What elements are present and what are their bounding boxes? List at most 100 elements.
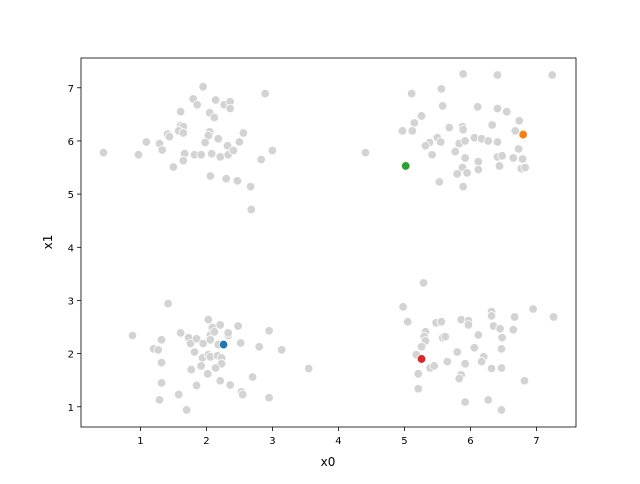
- data-point: [276, 345, 287, 355]
- data-point: [254, 342, 264, 352]
- data-point: [469, 343, 480, 353]
- data-point: [221, 173, 231, 184]
- data-point: [398, 302, 408, 312]
- data-point: [198, 82, 208, 92]
- data-point: [238, 128, 249, 138]
- data-point: [436, 84, 447, 94]
- data-point: [192, 100, 202, 110]
- data-point: [156, 357, 167, 368]
- data-point: [203, 314, 214, 325]
- data-point: [213, 134, 223, 144]
- data-point: [127, 330, 138, 341]
- data-point: [458, 181, 468, 192]
- data-point: [245, 181, 256, 192]
- data-point: [483, 136, 493, 146]
- y-tick-label: 5: [68, 190, 74, 201]
- data-point: [437, 101, 448, 111]
- data-point: [473, 156, 484, 167]
- data-point: [225, 380, 235, 390]
- data-point: [153, 345, 163, 355]
- data-point: [407, 126, 418, 136]
- data-point: [98, 147, 109, 158]
- data-point: [454, 373, 464, 384]
- data-point: [156, 378, 167, 388]
- data-point: [210, 95, 221, 105]
- data-point: [164, 131, 175, 142]
- data-point: [191, 334, 202, 344]
- data-point: [462, 168, 472, 178]
- y-tick-label: 2: [68, 350, 74, 361]
- data-point: [486, 363, 497, 374]
- data-point: [256, 154, 266, 165]
- data-point: [209, 112, 220, 123]
- data-point: [460, 136, 470, 146]
- data-point: [215, 152, 225, 162]
- data-point: [496, 363, 507, 373]
- x-tick-label: 6: [467, 436, 473, 447]
- data-point: [513, 144, 524, 154]
- data-point: [397, 126, 408, 136]
- data-point: [191, 380, 202, 391]
- data-point: [264, 326, 274, 336]
- x-axis-label: x0: [321, 455, 336, 469]
- y-tick-label: 6: [68, 137, 74, 148]
- x-tick-label: 5: [401, 436, 407, 447]
- data-point: [434, 177, 445, 187]
- data-point: [157, 145, 167, 155]
- y-tick-label: 7: [68, 84, 74, 95]
- points-layer: [98, 69, 559, 415]
- data-point: [458, 69, 468, 79]
- data-point: [203, 369, 213, 379]
- data-point: [233, 321, 243, 331]
- data-point: [514, 116, 524, 126]
- data-point: [264, 393, 274, 403]
- data-point: [509, 312, 520, 322]
- data-point: [440, 331, 451, 342]
- data-point: [209, 327, 220, 337]
- data-point: [416, 111, 427, 121]
- data-point: [196, 361, 206, 371]
- data-point: [163, 298, 173, 309]
- data-point: [492, 70, 503, 80]
- data-point: [168, 162, 179, 172]
- highlighted-point: [218, 339, 229, 350]
- y-axis: 1 2 3 4 5 6 7: [68, 84, 81, 414]
- plot-frame: [80, 57, 577, 428]
- data-point: [215, 376, 225, 386]
- data-point: [487, 120, 497, 130]
- data-point: [173, 389, 184, 400]
- data-point: [497, 151, 507, 161]
- data-point: [178, 128, 189, 138]
- y-tick-label: 1: [68, 403, 74, 414]
- x-tick-label: 4: [335, 436, 341, 447]
- data-point: [528, 304, 538, 314]
- data-point: [429, 361, 439, 371]
- data-point: [495, 323, 505, 334]
- data-point: [198, 338, 208, 349]
- data-point: [133, 150, 144, 160]
- y-tick-label: 3: [68, 296, 74, 307]
- data-point: [178, 155, 189, 166]
- data-point: [267, 145, 278, 156]
- data-point: [247, 372, 258, 382]
- data-point: [444, 122, 454, 133]
- data-point: [497, 332, 507, 343]
- data-point: [189, 347, 200, 357]
- data-point: [494, 161, 505, 171]
- data-point: [472, 102, 483, 112]
- data-point: [496, 405, 507, 415]
- data-point: [360, 147, 371, 158]
- data-point: [236, 338, 246, 348]
- data-point: [508, 324, 519, 335]
- y-axis-label: x1: [41, 235, 55, 250]
- data-point: [175, 107, 186, 117]
- data-point: [476, 356, 487, 367]
- data-point: [409, 118, 420, 128]
- data-point: [196, 150, 206, 160]
- data-point: [234, 137, 245, 147]
- data-point: [416, 342, 427, 352]
- data-point: [260, 88, 270, 99]
- data-point: [496, 344, 507, 354]
- data-point: [460, 397, 470, 407]
